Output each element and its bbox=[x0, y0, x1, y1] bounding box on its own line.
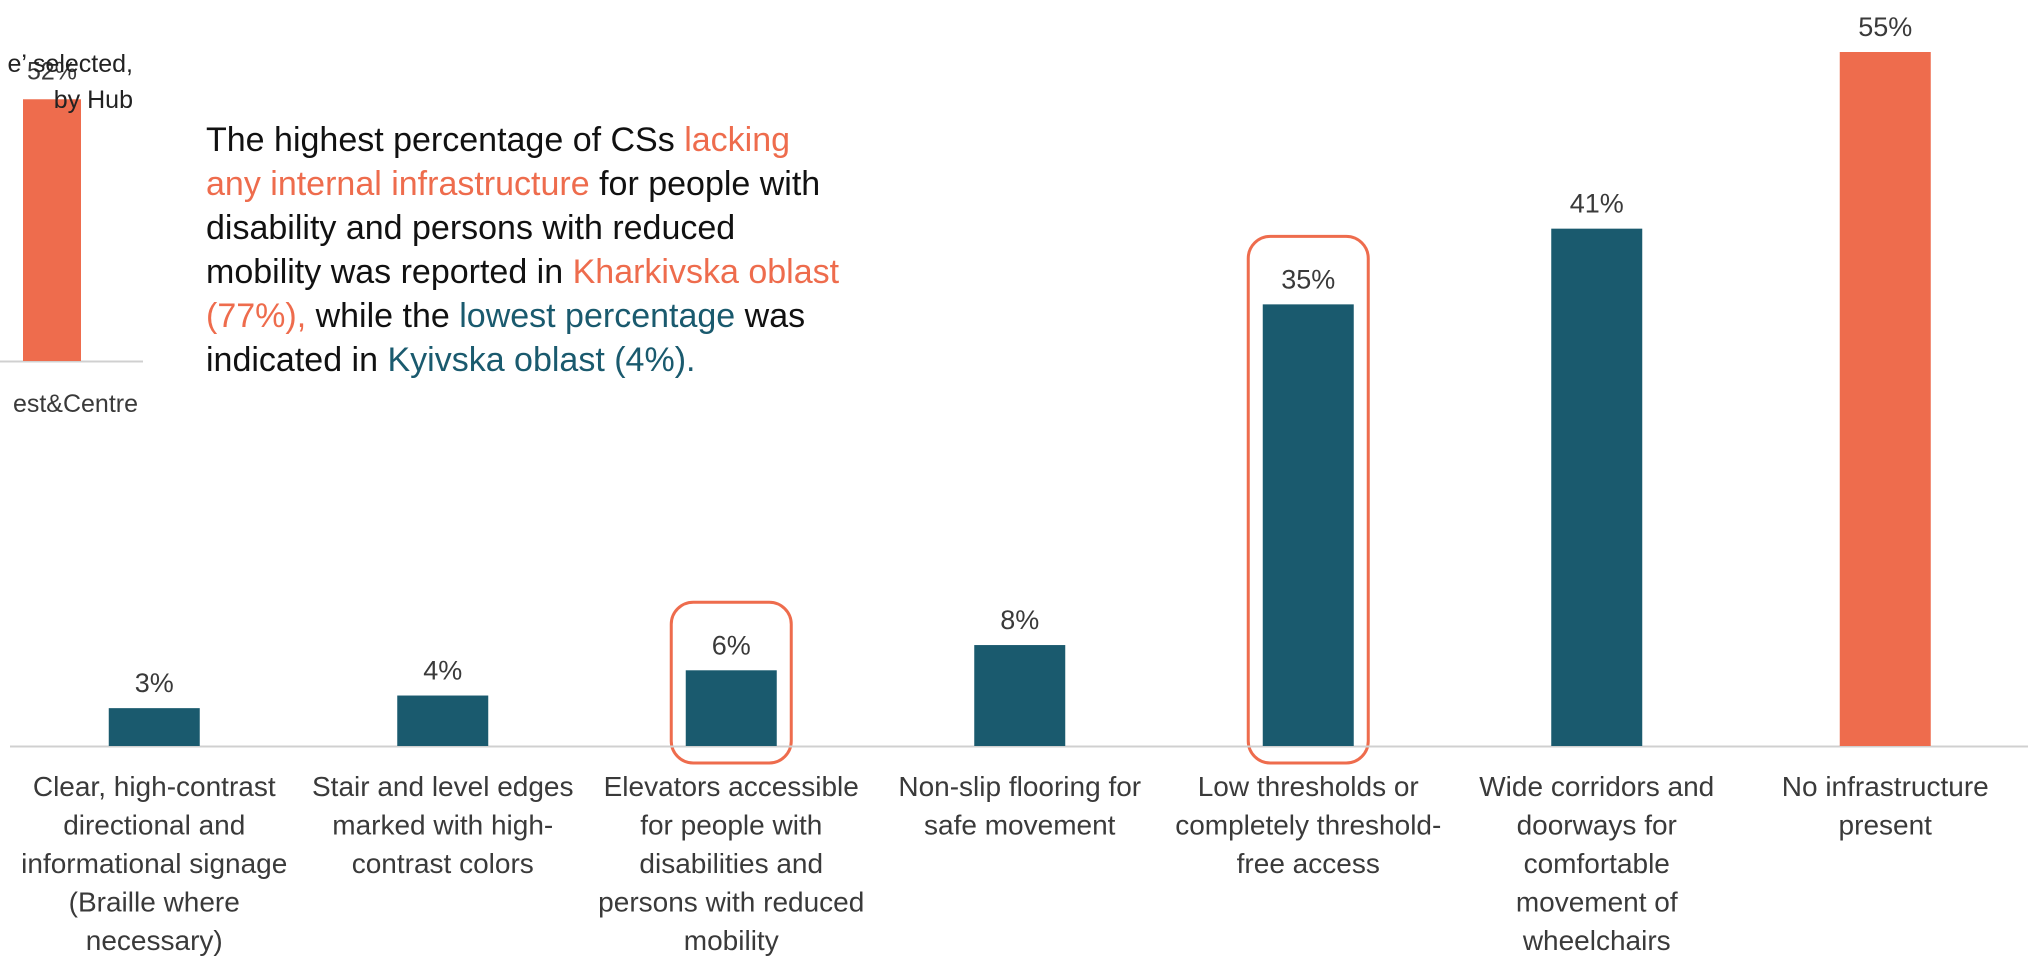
bar-7 bbox=[1839, 52, 1931, 746]
callout-text-1: The highest percentage of CSs bbox=[206, 121, 685, 159]
category-label-1: Clear, high-contrast directional and infor… bbox=[21, 771, 287, 956]
callout-text-4: was indicated in bbox=[206, 297, 806, 379]
callout-text-3: while the bbox=[306, 297, 460, 335]
value-label-7: 55% bbox=[1858, 12, 1912, 42]
category-label-2: Stair and level edges marked with high-co… bbox=[312, 771, 574, 879]
value-label-5: 35% bbox=[1281, 264, 1335, 294]
category-label-6: Wide corridors and doorways for comfortabl… bbox=[1479, 771, 1714, 956]
highlight-outline-3 bbox=[669, 600, 793, 765]
value-label-4: 8% bbox=[1000, 605, 1039, 635]
category-label-7: No infrastructure present bbox=[1782, 771, 1989, 841]
highlight-outlines bbox=[669, 234, 1370, 765]
callout-text-2: for people with disability and persons w… bbox=[206, 165, 821, 291]
left-subtitle-line-1: e’ selected, bbox=[7, 50, 133, 78]
value-label-1: 3% bbox=[135, 668, 174, 698]
category-labels-group: Clear, high-contrast directional and infor… bbox=[21, 771, 1989, 956]
value-label-2: 4% bbox=[423, 656, 462, 686]
bars-group bbox=[108, 52, 1931, 746]
callout-highlight-lacking: lacking any internal infrastructure bbox=[206, 121, 791, 203]
value-label-3: 6% bbox=[712, 630, 751, 660]
left-chart-subtitle: e’ selected, by Hub bbox=[7, 46, 133, 118]
left-category-label: est&Centre bbox=[13, 390, 138, 418]
left-bar-1 bbox=[23, 99, 81, 362]
bar-5 bbox=[1262, 304, 1354, 746]
bar-3 bbox=[685, 670, 777, 746]
left-value-label: 52% bbox=[27, 57, 77, 85]
callout-annotation: The highest percentage of CSs lacking an… bbox=[206, 118, 846, 382]
left-subtitle-line-2: by Hub bbox=[53, 86, 133, 114]
value-label-6: 41% bbox=[1570, 189, 1624, 219]
category-label-3: Elevators accessible for people with disab… bbox=[598, 771, 864, 956]
bar-1 bbox=[108, 708, 200, 746]
bar-4 bbox=[974, 645, 1066, 746]
callout-highlight-lowest: lowest percentage bbox=[459, 297, 736, 335]
left-panel-chart: 52% est&Centre bbox=[0, 57, 143, 418]
category-label-4: Non-slip flooring for safe movement bbox=[898, 771, 1141, 841]
category-label-5: Low thresholds or completely threshold-fr… bbox=[1175, 771, 1441, 879]
bar-6 bbox=[1551, 228, 1643, 746]
highlight-outline-5 bbox=[1246, 234, 1370, 765]
bar-2 bbox=[397, 695, 489, 746]
value-labels-group: 3% 4% 6% 8% 35% 41% 55% bbox=[135, 12, 1913, 698]
callout-highlight-kharkivska: Kharkivska oblast (77%), bbox=[206, 253, 840, 335]
callout-highlight-kyivska: Kyivska oblast (4%). bbox=[387, 341, 696, 379]
